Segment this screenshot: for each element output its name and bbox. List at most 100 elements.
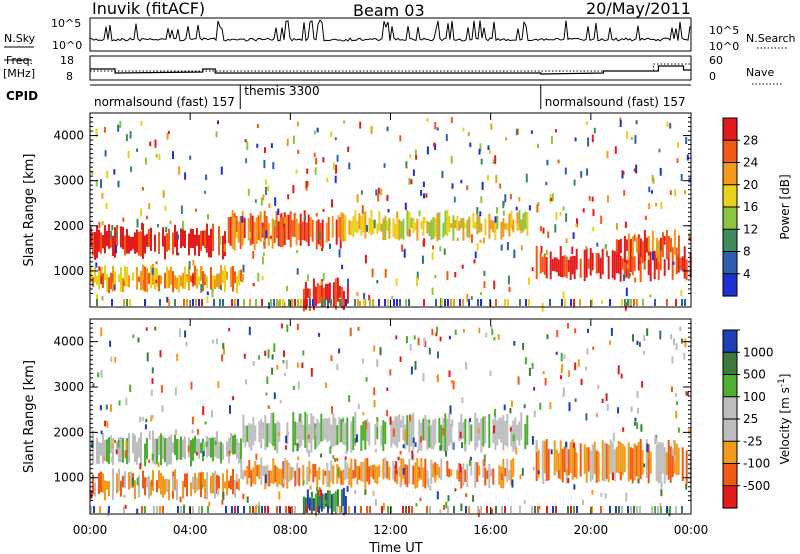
echo-cell [615, 447, 618, 473]
echo-cell [677, 141, 679, 149]
echo-cell [292, 135, 295, 145]
echo-cell [569, 442, 572, 473]
echo-cell [592, 209, 595, 217]
echo-cell [124, 235, 126, 256]
echo-cell [126, 266, 128, 287]
echo-cell [298, 467, 301, 487]
echo-cell [205, 441, 208, 447]
echo-cell [108, 224, 110, 249]
echo-cell [312, 463, 315, 483]
echo-cell [162, 506, 164, 513]
echo-cell [188, 233, 190, 256]
echo-cell [320, 296, 323, 302]
echo-cell [192, 274, 195, 284]
echo-cell [321, 219, 324, 249]
echo-cell [610, 327, 613, 336]
echo-cell [125, 134, 128, 142]
echo-cell [480, 158, 483, 165]
echo-cell [354, 299, 356, 306]
echo-cell [460, 413, 463, 441]
echo-cell [654, 435, 657, 445]
echo-speckle [90, 323, 691, 518]
echo-cell [296, 121, 299, 127]
colorbar-swatch [723, 273, 737, 297]
echo-cell [130, 471, 132, 488]
echo-cell [571, 255, 574, 275]
echo-cell [620, 373, 623, 379]
echo-cell [158, 232, 160, 254]
echo-cell [207, 506, 209, 513]
echo-cell [550, 198, 553, 201]
y-tick-label: 2000 [53, 219, 84, 233]
echo-cell [390, 419, 393, 448]
echo-cell [464, 418, 467, 451]
echo-cell [514, 417, 517, 450]
echo-cell [200, 230, 202, 251]
echo-cell [102, 433, 104, 464]
echo-cell [483, 454, 486, 463]
echo-cell [648, 453, 651, 459]
echo-cell [292, 385, 295, 390]
echo-cell [400, 221, 403, 239]
echo-cell [164, 235, 166, 260]
echo-cell [220, 264, 222, 287]
echo-cell [665, 452, 668, 476]
echo-cell [519, 506, 521, 513]
echo-cell [672, 261, 675, 265]
echo-cell [641, 381, 644, 388]
echo-cell [265, 186, 267, 196]
echo-cell [669, 238, 672, 253]
echo-cell [679, 326, 682, 332]
echo-cell [535, 245, 538, 280]
echo-cell [549, 299, 551, 306]
echo-cell [510, 506, 512, 513]
echo-cell [254, 199, 257, 203]
echo-cell [273, 392, 276, 400]
echo-cell [450, 299, 452, 306]
colorbar-swatch [723, 463, 737, 487]
echo-cell [559, 212, 562, 216]
echo-cell [520, 245, 523, 251]
echo-cell [451, 443, 454, 450]
echo-cell [162, 227, 164, 247]
echo-cell [451, 183, 454, 189]
echo-cell [362, 412, 365, 416]
echo-cell [284, 445, 287, 450]
echo-cell [180, 436, 182, 460]
echo-cell [484, 415, 487, 444]
echo-cell [466, 464, 469, 488]
y-tick-label: 4000 [53, 129, 84, 143]
echo-cell [259, 211, 262, 242]
echo-cell [108, 481, 110, 497]
echo-cell [645, 439, 648, 478]
echo-cell [118, 437, 120, 463]
echo-cell [569, 256, 572, 280]
echo-cell [301, 362, 304, 369]
echo-cell [129, 131, 132, 139]
echo-cell [309, 217, 312, 237]
echo-cell [512, 434, 515, 442]
echo-cell [168, 228, 170, 251]
echo-cell [270, 412, 273, 445]
echo-cell [364, 420, 367, 450]
echo-cell [342, 487, 345, 516]
echo-cell [248, 326, 251, 336]
echo-cell [509, 427, 512, 432]
colorbar-label: Velocity [m s-1] [777, 374, 792, 465]
echo-cell [127, 150, 130, 159]
echo-cell [195, 208, 197, 212]
echo-cell [166, 266, 168, 289]
echo-cell [200, 442, 202, 454]
echo-cell [384, 268, 387, 278]
echo-cell [404, 464, 407, 485]
colorbar-swatch [723, 374, 737, 398]
echo-cell [243, 506, 245, 513]
echo-cell [274, 197, 277, 206]
echo-cell [192, 299, 194, 306]
echo-cell [348, 467, 351, 485]
echo-cell [526, 415, 529, 446]
echo-cell [279, 400, 282, 404]
echo-cell [381, 506, 383, 513]
echo-band [240, 457, 515, 490]
